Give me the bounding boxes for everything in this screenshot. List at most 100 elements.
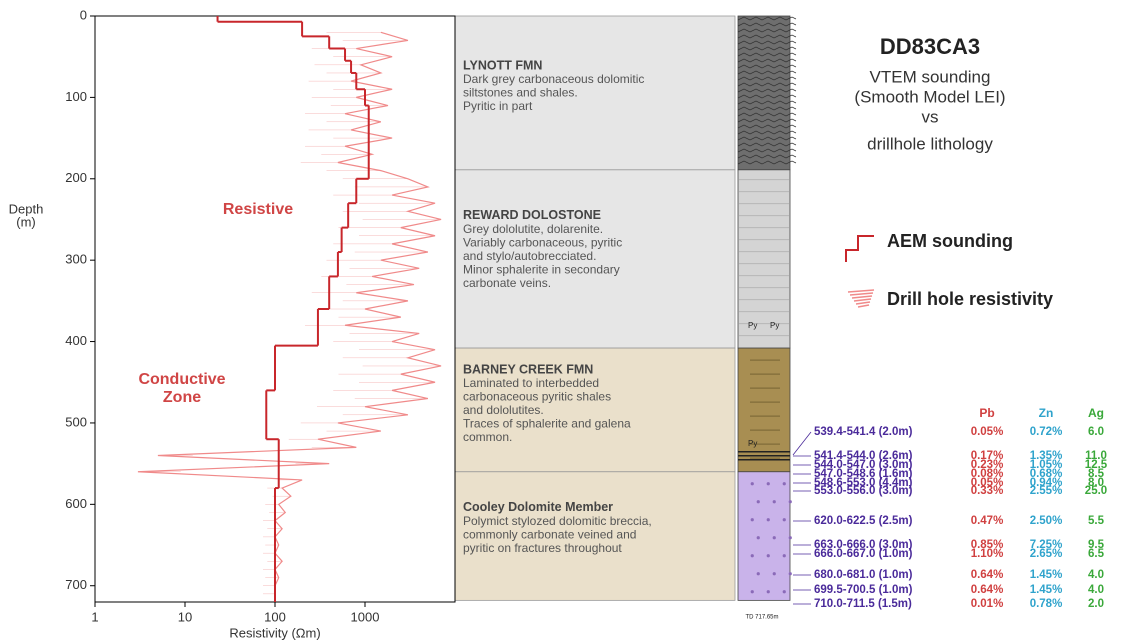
assay-value: 0.23%	[971, 459, 1004, 471]
legend-drill-icon	[849, 292, 874, 296]
legend-drill-icon	[847, 289, 875, 293]
assay-value: 2.50%	[1030, 515, 1063, 527]
x-tick-label: 10	[178, 609, 192, 624]
total-depth: TD 717.65m	[745, 615, 778, 621]
unit-description: carbonaceous pyritic shales	[463, 390, 611, 404]
unit-panel	[454, 347, 736, 473]
column-texture	[737, 22, 797, 27]
column-texture	[737, 40, 797, 45]
unit-description: and dololutites.	[463, 403, 544, 417]
unit-description: Minor sphalerite in secondary	[463, 262, 620, 276]
y-tick-label: 400	[65, 333, 87, 348]
assay-value: 0.33%	[971, 485, 1004, 497]
column-texture	[772, 536, 776, 540]
legend-drill-icon	[855, 301, 871, 305]
unit-description: Laminated to interbedded	[463, 376, 599, 390]
assay-interval: 680.0-681.0 (1.0m)	[814, 569, 913, 581]
x-tick-label: 1000	[351, 609, 380, 624]
column-texture	[737, 34, 797, 39]
unit-description: Variably carbonaceous, pyritic	[463, 235, 622, 249]
assay-header: Zn	[1039, 406, 1054, 420]
subtitle: vs	[922, 107, 939, 126]
column-texture	[750, 482, 754, 486]
subtitle: VTEM sounding	[870, 67, 991, 86]
column-texture	[737, 124, 797, 129]
assay-header: Pb	[979, 406, 994, 420]
column-texture	[737, 112, 797, 117]
unit-description: Dark grey carbonaceous dolomitic	[463, 72, 644, 86]
annotation: Zone	[163, 389, 201, 406]
y-tick-label: 300	[65, 252, 87, 267]
assay-value: 6.0	[1088, 426, 1104, 438]
assay-value: 0.01%	[971, 598, 1004, 610]
x-axis-label: Resistivity (Ωm)	[229, 625, 320, 640]
column-texture	[737, 52, 797, 57]
unit-description: common.	[463, 430, 512, 444]
column-texture	[737, 148, 797, 153]
unit-panel	[454, 15, 736, 171]
assay-value: 0.64%	[971, 584, 1004, 596]
assay-value: 8.0	[1088, 477, 1104, 489]
x-tick-label: 1	[91, 609, 98, 624]
column-texture	[782, 554, 786, 558]
legend-label: Drill hole resistivity	[887, 289, 1053, 309]
y-tick-label: 0	[80, 7, 87, 22]
column-texture	[737, 76, 797, 81]
unit-column	[737, 471, 791, 601]
unit-description: Traces of sphalerite and galena	[463, 417, 631, 431]
y-axis-label: (m)	[16, 214, 36, 229]
unit-description: Grey dololutite, dolarenite.	[463, 222, 603, 236]
column-texture	[782, 590, 786, 594]
column-texture	[737, 154, 797, 159]
column-texture	[737, 100, 797, 105]
legend-label: AEM sounding	[887, 231, 1013, 251]
legend-drill-icon	[853, 298, 872, 302]
assay-value: 7.25%	[1030, 539, 1063, 551]
assay-value: 12.5	[1085, 459, 1108, 471]
subtitle: (Smooth Model LEI)	[854, 87, 1005, 106]
column-texture	[788, 572, 792, 576]
assay-interval: 541.4-544.0 (2.6m)	[814, 450, 913, 462]
assay-value: 2.0	[1088, 598, 1104, 610]
annotation: Conductive	[138, 371, 225, 388]
unit-description: siltstones and shales.	[463, 86, 578, 100]
column-texture	[737, 118, 797, 123]
assay-value: 5.5	[1088, 515, 1105, 527]
column-texture	[766, 482, 770, 486]
assay-interval: 547.0-548.6 (1.6m)	[814, 468, 913, 480]
assay-pointer	[792, 431, 812, 456]
assay-interval: 553.0-556.0 (3.0m)	[814, 485, 913, 497]
assay-value: 0.64%	[971, 569, 1004, 581]
assay-value: 1.45%	[1030, 569, 1063, 581]
assay-value: 0.47%	[971, 515, 1004, 527]
assay-value: 1.45%	[1030, 584, 1063, 596]
assay-header: Ag	[1088, 406, 1104, 420]
column-texture	[737, 88, 797, 93]
legend-drill-icon	[857, 304, 870, 308]
assay-interval: 544.0-547.0 (3.0m)	[814, 459, 913, 471]
assay-interval: 666.0-667.0 (1.0m)	[814, 548, 913, 560]
unit-description: carbonate veins.	[463, 276, 551, 290]
column-texture	[737, 142, 797, 147]
unit-name: REWARD DOLOSTONE	[463, 208, 601, 222]
assay-value: 4.0	[1088, 569, 1104, 581]
unit-description: Pyritic in part	[463, 99, 533, 113]
drill-resistivity	[137, 31, 442, 594]
unit-name: LYNOTT FMN	[463, 58, 542, 72]
column-texture	[737, 136, 797, 141]
column-label: Py	[748, 439, 757, 448]
assay-value: 0.17%	[971, 450, 1004, 462]
assay-value: 9.5	[1088, 539, 1105, 551]
y-tick-label: 200	[65, 170, 87, 185]
unit-name: BARNEY CREEK FMN	[463, 362, 593, 376]
assay-value: 0.94%	[1030, 477, 1063, 489]
assay-value: 0.72%	[1030, 426, 1063, 438]
column-label: Py	[770, 321, 779, 330]
assay-value: 2.65%	[1030, 548, 1063, 560]
column-texture	[756, 536, 760, 540]
unit-panel	[454, 471, 736, 601]
unit-column	[737, 347, 791, 473]
column-texture	[737, 130, 797, 135]
column-texture	[737, 58, 797, 63]
